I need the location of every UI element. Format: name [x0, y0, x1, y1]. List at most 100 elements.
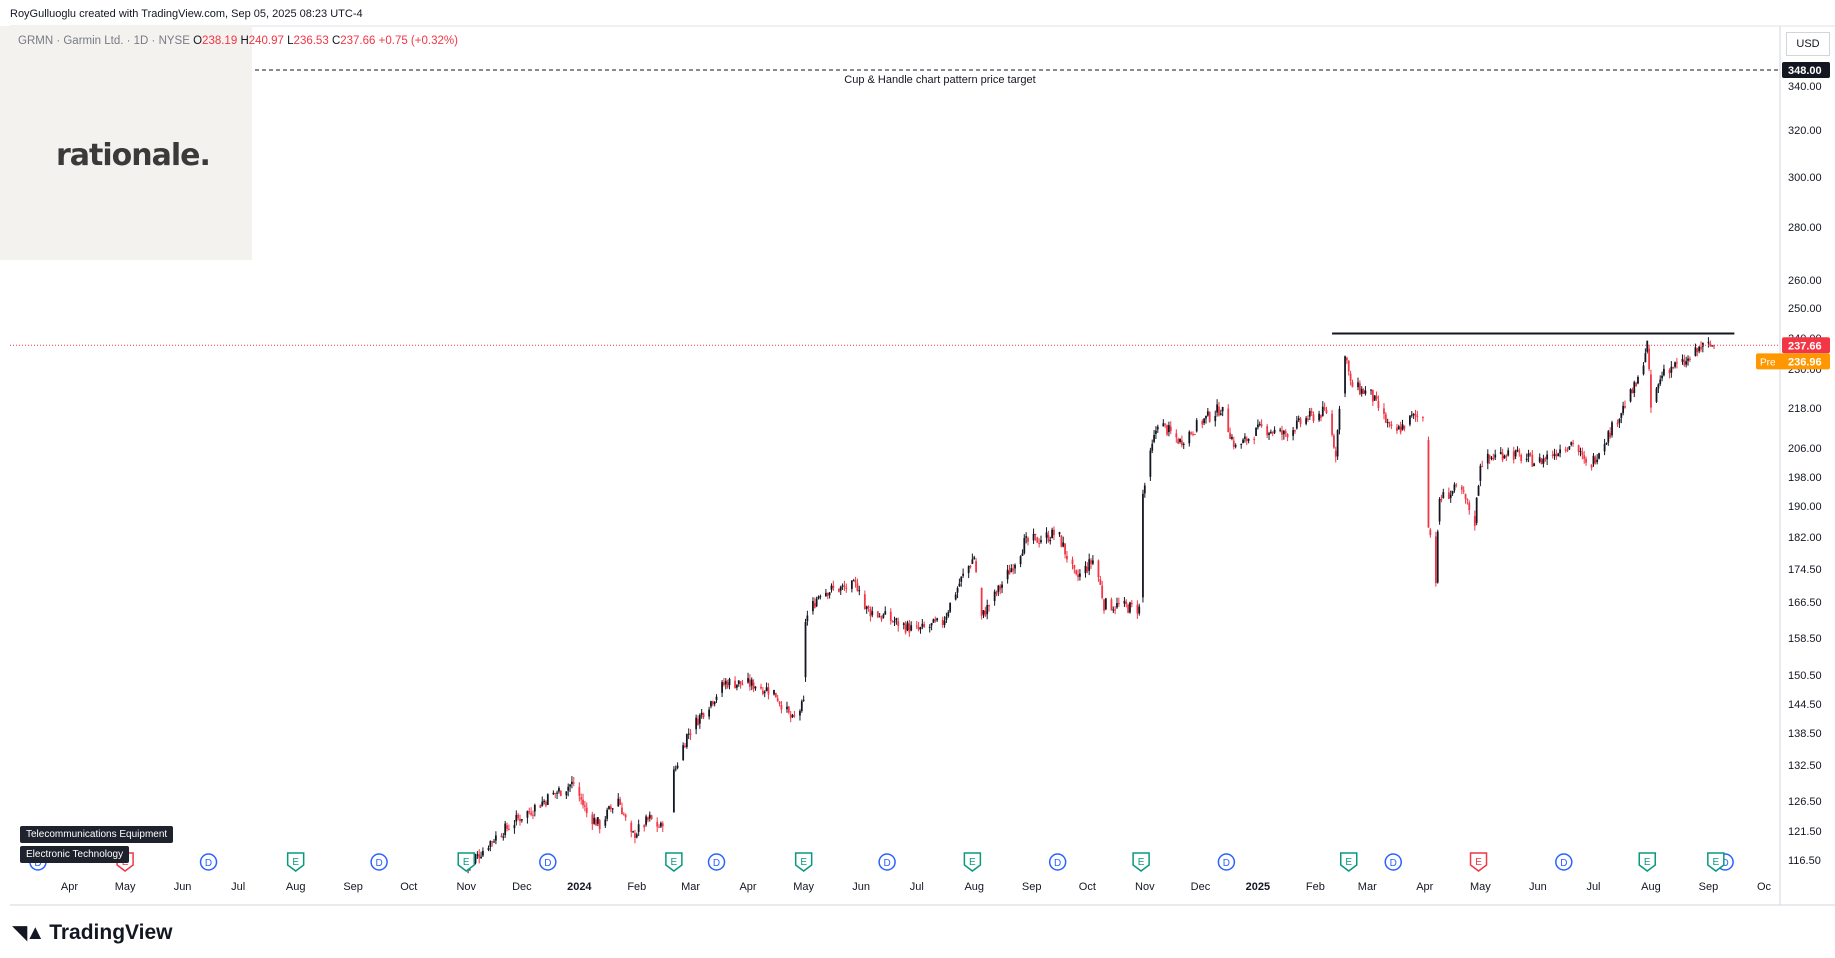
candle-body [754, 686, 757, 689]
candle-body [954, 594, 957, 600]
candle-body [893, 621, 896, 623]
candle-body [1049, 540, 1052, 542]
candle-body [545, 801, 547, 806]
candle-body [980, 587, 983, 616]
candle-body [1514, 450, 1517, 457]
candle-body [1305, 418, 1308, 424]
candle-body [482, 851, 484, 856]
candle-body [1036, 537, 1039, 543]
candle-body [741, 684, 744, 686]
candle-body [619, 799, 622, 805]
candle-body [554, 792, 557, 794]
x-tick-label: Jun [174, 881, 192, 893]
candle-body [723, 682, 725, 686]
candle-body [585, 807, 588, 813]
candle-body [517, 814, 520, 819]
earnings-letter: E [1345, 857, 1352, 868]
time-axis[interactable]: Apr May Jun Jul Aug Sep Oct Nov Dec 2024 Feb Mar Apr… [61, 881, 1772, 893]
earnings-letter: E [800, 857, 807, 868]
candle-body [973, 557, 976, 559]
candle-body [1701, 342, 1704, 347]
sector-tag[interactable]: Telecommunications Equipment [20, 826, 174, 843]
candle-body [1086, 566, 1089, 572]
candle-body [1436, 531, 1439, 583]
candle-body [493, 841, 495, 843]
candle-body [1338, 408, 1341, 430]
candle-body [752, 682, 755, 689]
candle-body [1019, 556, 1022, 565]
candle-body [1247, 438, 1250, 441]
x-tick-label: 2024 [567, 881, 592, 893]
x-tick-label: Aug [1641, 881, 1661, 893]
candle-body [1434, 536, 1437, 584]
dividend-marker: D [1555, 853, 1573, 871]
candle-body [622, 814, 625, 816]
dividend-icon [1384, 853, 1402, 871]
candle-body [1307, 418, 1309, 421]
earnings-marker: E [1638, 852, 1656, 872]
candle-body [793, 715, 796, 717]
candle-body [958, 583, 961, 587]
candle-body [865, 606, 868, 609]
symbol-legend[interactable]: GRMN · Garmin Ltd. · 1D · NYSE O238.19 H… [18, 35, 458, 47]
candle-body [1620, 413, 1623, 419]
earnings-letter: E [671, 857, 678, 868]
candle-body [1501, 452, 1504, 460]
candle-body [802, 699, 805, 701]
earnings-marker: E [1469, 852, 1488, 872]
target-price-tag-bg [1782, 62, 1830, 78]
candle-body [1460, 486, 1463, 490]
candle-body [1084, 565, 1087, 574]
candle-body [1648, 348, 1650, 369]
pre-market-price: 236.96 [1788, 356, 1822, 368]
candle-body [947, 612, 950, 617]
candle-body [1321, 406, 1324, 416]
candle-body [1344, 356, 1346, 394]
candle-body [1711, 345, 1714, 347]
candle-body [761, 690, 764, 694]
candle-body [1116, 603, 1118, 608]
candle-body [1499, 451, 1502, 454]
x-tick-label: Jul [910, 881, 924, 893]
candle-body [1012, 568, 1015, 571]
symbol-name[interactable]: GRMN · Garmin Ltd. · 1D · NYSE [18, 35, 190, 47]
candle-body [617, 798, 620, 807]
candle-body [1073, 564, 1076, 569]
earnings-letter: E [1138, 857, 1145, 868]
candle-body [1683, 360, 1686, 366]
candle-body [1473, 515, 1476, 526]
candle-body [1688, 358, 1691, 360]
candle-body [1066, 555, 1068, 560]
candle-body [1255, 427, 1257, 436]
x-tick-label: May [115, 881, 136, 893]
candle-body [676, 765, 679, 768]
candle-body [1371, 389, 1374, 402]
candles [465, 337, 1715, 874]
candle-body [1637, 377, 1639, 384]
last-price-tag-bg [1782, 337, 1830, 354]
candle-body [1142, 493, 1144, 598]
candle-body [852, 580, 855, 582]
industry-tag[interactable]: Electronic Technology [20, 846, 130, 863]
candle-body [502, 836, 505, 838]
price-axis[interactable]: 116.50 121.50 126.50 132.50 138.50 144.50 150.… [1756, 62, 1830, 867]
target-price-tag: 348.00 [1788, 65, 1822, 77]
currency-selector[interactable]: USD [1786, 32, 1830, 56]
candle-body [519, 818, 521, 822]
candle-body [1481, 466, 1484, 468]
candle-body [1488, 455, 1491, 459]
candle-body [591, 814, 594, 825]
candle-body [643, 824, 646, 828]
tradingview-logo[interactable]: ◥▲ TradingView [12, 920, 173, 945]
candle-body [1308, 410, 1311, 417]
candle-body [656, 821, 659, 827]
candle-body [1104, 598, 1107, 610]
candle-body [1360, 388, 1363, 394]
candle-body [1685, 361, 1688, 365]
earnings-letter: E [1475, 857, 1482, 868]
x-tick-label: Mar [681, 881, 700, 893]
candle-body [1127, 604, 1130, 613]
candle-body [826, 593, 829, 596]
x-tick-label: Nov [1135, 881, 1155, 893]
